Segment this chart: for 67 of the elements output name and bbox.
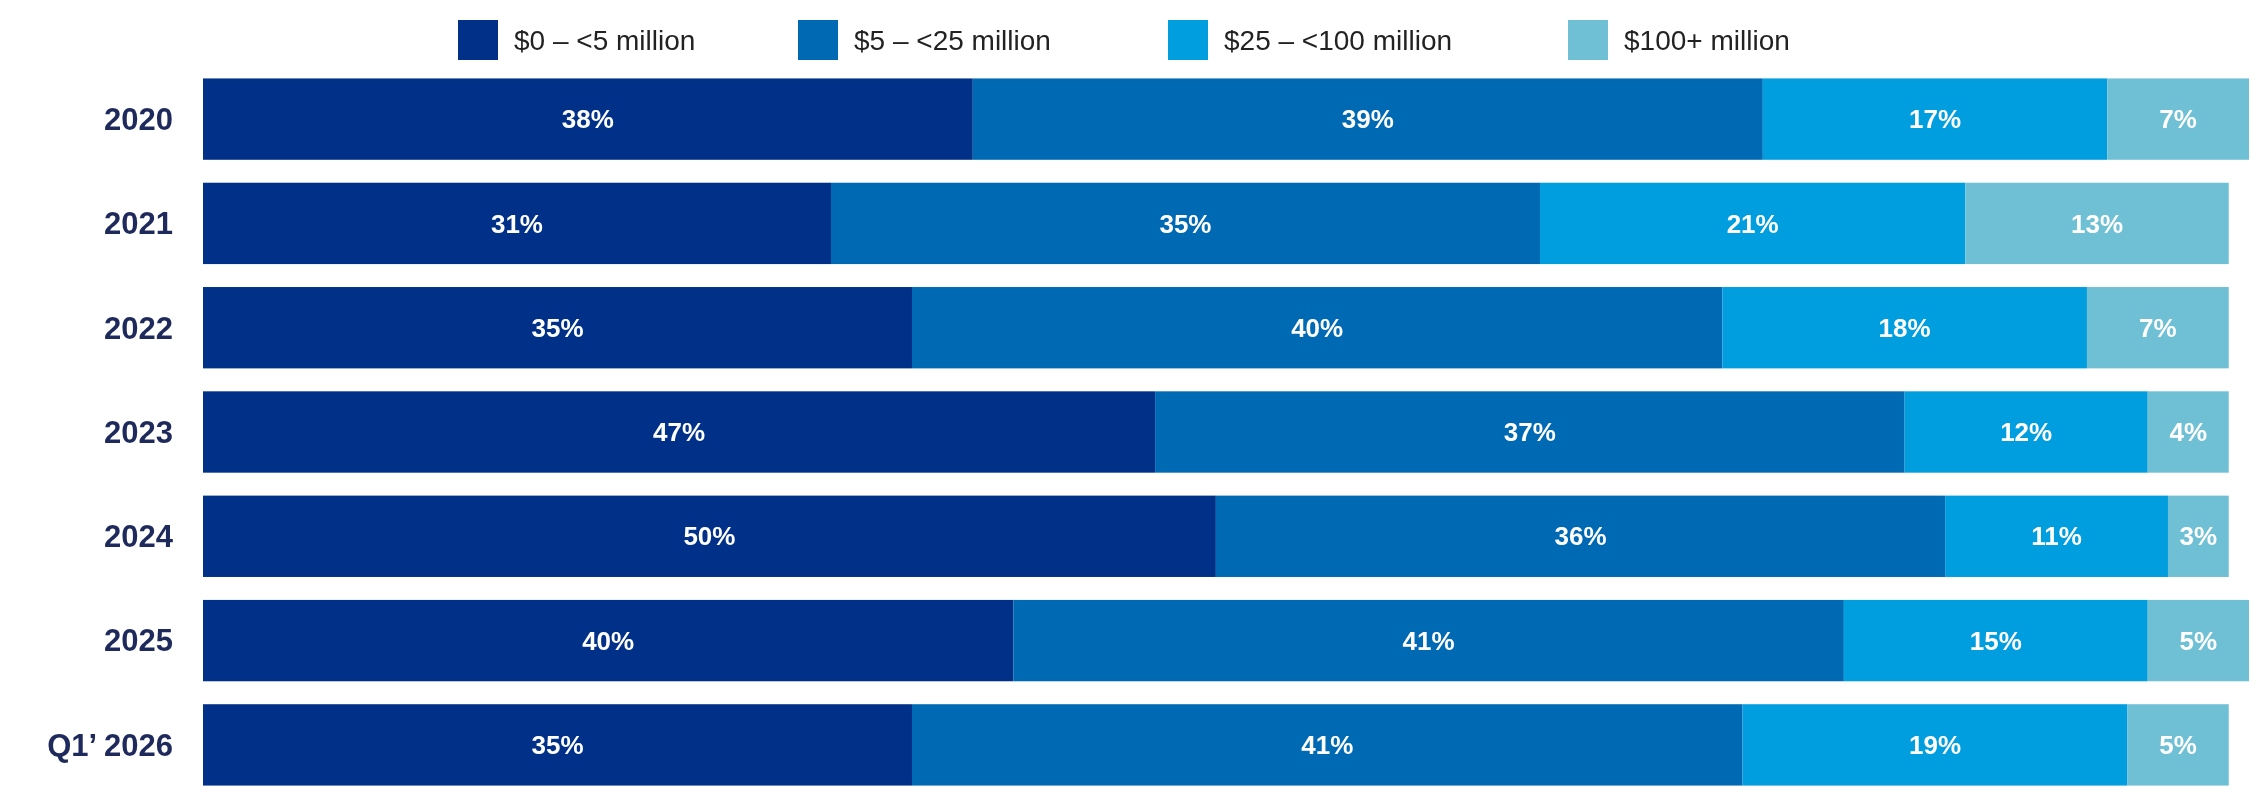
data-label: 3% — [2179, 521, 2218, 552]
data-label: 18% — [1878, 312, 1931, 343]
data-label: 11% — [2031, 521, 2082, 552]
bar — [912, 287, 1723, 369]
bar — [1762, 78, 2108, 160]
bar — [2086, 287, 2229, 369]
data-label: 5% — [2159, 729, 2197, 760]
bar — [2167, 495, 2229, 577]
bar — [1215, 495, 1946, 577]
legend-label: $0 – <5 million — [514, 24, 696, 56]
bar — [2147, 391, 2229, 473]
bar — [1945, 495, 2168, 577]
data-label: 40% — [582, 625, 635, 656]
y-tick-label: 2023 — [104, 414, 173, 450]
bar — [203, 391, 1156, 473]
bar — [912, 704, 1743, 786]
data-label: 38% — [561, 104, 614, 135]
data-label: 35% — [531, 312, 584, 343]
bar — [1155, 391, 1905, 473]
legend-label: $25 – <100 million — [1224, 24, 1453, 56]
data-label: 41% — [1301, 729, 1354, 760]
y-tick-label: Q1’ 2026 — [47, 727, 173, 763]
bar — [1843, 599, 2148, 682]
data-label: 47% — [653, 417, 706, 448]
bar — [1904, 391, 2148, 473]
legend-label: $100+ million — [1624, 24, 1790, 56]
bar — [203, 704, 913, 786]
data-label: 7% — [2139, 312, 2177, 343]
bar — [1742, 704, 2128, 786]
bar — [1013, 599, 1844, 682]
data-label: 50% — [683, 521, 736, 552]
data-label: 39% — [1341, 104, 1394, 135]
data-label: 35% — [1159, 208, 1212, 239]
data-label: 7% — [2159, 104, 2197, 135]
data-label: 15% — [1969, 625, 2022, 656]
data-label: 5% — [2179, 625, 2218, 656]
bar — [1539, 182, 1966, 265]
y-tick-label: 2020 — [104, 101, 173, 137]
data-label: 31% — [490, 208, 544, 239]
bar — [203, 495, 1216, 577]
bar — [1965, 182, 2229, 265]
bar — [1722, 287, 2087, 369]
bar — [203, 287, 913, 369]
data-label: 19% — [1908, 729, 1962, 760]
data-label: 17% — [1908, 104, 1962, 135]
data-label: 13% — [2071, 208, 2124, 239]
data-label: 4% — [2169, 417, 2208, 448]
data-label: 40% — [1291, 312, 1344, 343]
bar — [972, 78, 1763, 160]
data-label: 36% — [1554, 521, 1607, 552]
data-label: 41% — [1402, 625, 1455, 656]
data-label: 21% — [1726, 208, 1779, 239]
y-tick-label: 2021 — [104, 206, 173, 242]
bar — [203, 599, 1014, 682]
bar — [2147, 599, 2249, 682]
y-tick-label: 2025 — [104, 623, 173, 659]
bar — [203, 78, 973, 160]
bar — [830, 182, 1540, 265]
data-label: 35% — [531, 729, 584, 760]
bar — [2127, 704, 2229, 786]
bar — [203, 182, 831, 265]
data-label: 12% — [2000, 417, 2053, 448]
data-label: 37% — [1503, 417, 1556, 448]
y-tick-label: 2024 — [104, 519, 174, 555]
bar — [2107, 78, 2249, 160]
legend-label: $5 – <25 million — [854, 24, 1051, 56]
y-tick-label: 2022 — [104, 310, 173, 346]
